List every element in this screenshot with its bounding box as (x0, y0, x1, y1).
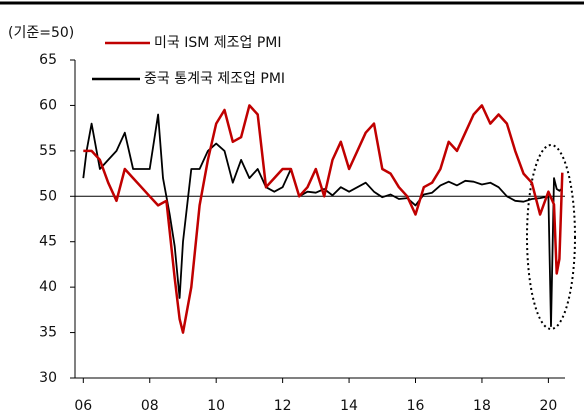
y-tick-label: 40 (39, 279, 57, 295)
subtitle: (기준=50) (8, 25, 74, 41)
y-tick-label: 35 (39, 325, 57, 341)
x-tick-label: 10 (207, 398, 225, 414)
x-tick-label: 20 (539, 398, 557, 414)
x-tick-label: 08 (141, 398, 159, 414)
y-tick-label: 30 (39, 370, 57, 386)
x-tick-label: 16 (407, 398, 425, 414)
y-tick-label: 65 (39, 52, 57, 68)
highlight-ellipse (526, 144, 576, 330)
legend-label: 미국 ISM 제조업 PMI (154, 35, 282, 51)
legend-label: 중국 통계국 제조업 PMI (144, 71, 285, 87)
y-tick-label: 60 (39, 97, 57, 113)
y-tick-label: 45 (39, 234, 57, 250)
series-line (83, 104, 564, 334)
x-tick-label: 18 (473, 398, 491, 414)
x-tick-label: 06 (74, 398, 92, 414)
series-line (82, 113, 563, 328)
y-tick-label: 55 (39, 143, 57, 159)
y-tick-label: 50 (39, 188, 57, 204)
x-tick-label: 14 (340, 398, 358, 414)
x-tick-label: 12 (274, 398, 292, 414)
